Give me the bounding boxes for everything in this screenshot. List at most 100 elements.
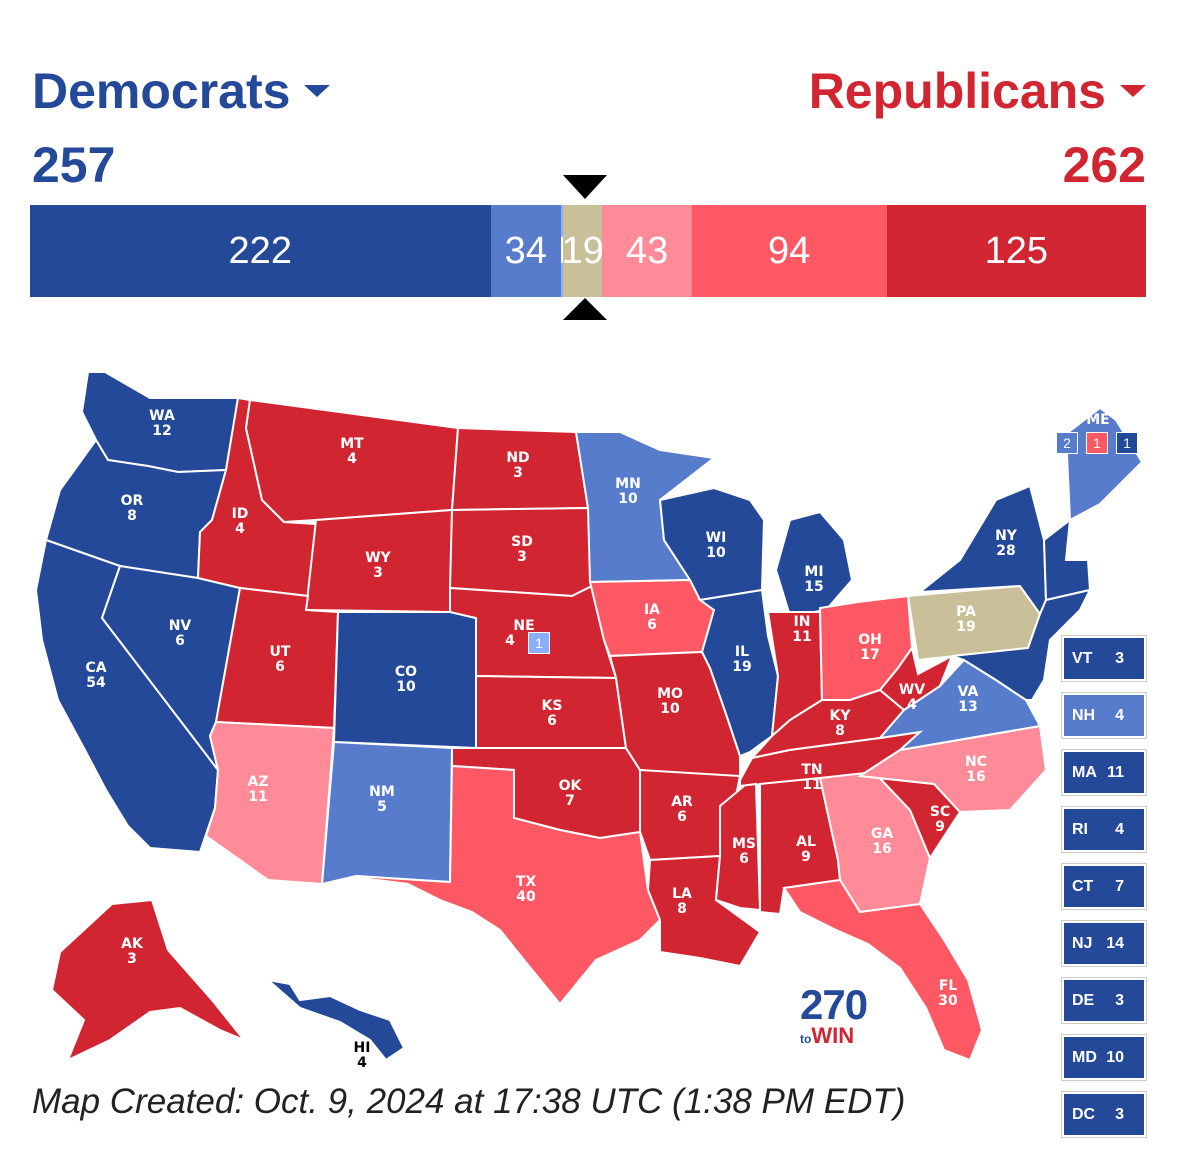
small-state-abbr: MA — [1072, 763, 1097, 781]
state-label-az-abbr: AZ — [248, 774, 269, 790]
state-label-nc-abbr: NC — [965, 754, 987, 770]
state-label-nm-abbr: NM — [369, 784, 395, 800]
chevron-down-icon — [1120, 85, 1146, 97]
state-az[interactable] — [204, 720, 336, 886]
state-label-wy-ev: 3 — [373, 565, 383, 581]
state-label-ms-ev: 6 — [739, 851, 749, 867]
small-state-abbr: DE — [1072, 991, 1095, 1009]
small-state-ri[interactable]: RI 4 — [1062, 807, 1146, 852]
small-state-ev: 10 — [1106, 1048, 1124, 1066]
state-label-va-abbr: VA — [958, 684, 979, 700]
hourglass-top-icon — [563, 175, 607, 199]
small-state-dc[interactable]: DC 3 — [1062, 1092, 1146, 1137]
state-label-wi-abbr: WI — [706, 530, 727, 546]
state-label-id-ev: 4 — [235, 521, 245, 537]
state-east[interactable] — [951, 588, 1092, 701]
small-state-ev: 3 — [1115, 991, 1124, 1009]
bar-segment-lean-r: 43 — [602, 205, 692, 297]
state-label-al-ev: 9 — [801, 849, 811, 865]
state-label-ut-ev: 6 — [275, 659, 285, 675]
state-tx[interactable] — [355, 764, 662, 1006]
state-nc[interactable] — [857, 724, 1048, 814]
state-ak[interactable] — [50, 898, 245, 1063]
maine-district-3[interactable]: 1 — [1116, 432, 1138, 454]
state-label-mo-abbr: MO — [657, 686, 683, 702]
maine-district-1[interactable]: 2 — [1056, 432, 1078, 454]
state-label-mi-abbr: MI — [804, 564, 823, 580]
state-label-wv-abbr: WV — [899, 682, 925, 698]
state-il[interactable] — [697, 588, 780, 758]
state-label-ks-ev: 6 — [547, 713, 557, 729]
state-label-me: ME — [1086, 412, 1110, 428]
state-label-ca-abbr: CA — [85, 660, 106, 676]
state-label-ak-abbr: AK — [121, 936, 144, 952]
bar-segment-safe-r: 125 — [886, 205, 1146, 297]
state-label-nv-abbr: NV — [169, 618, 192, 634]
small-state-nj[interactable]: NJ 14 — [1062, 921, 1146, 966]
state-label-nd-abbr: ND — [506, 450, 529, 466]
small-state-de[interactable]: DE 3 — [1062, 978, 1146, 1023]
state-label-sd-ev: 3 — [517, 549, 527, 565]
state-mi[interactable] — [774, 510, 854, 618]
electoral-vote-bar: 222341194394125 — [30, 205, 1146, 297]
republicans-label: Republicans — [808, 63, 1106, 119]
state-label-hi-abbr: HI — [354, 1040, 371, 1056]
state-label-ms-abbr: MS — [732, 836, 756, 852]
state-label-wa-ev: 12 — [152, 423, 171, 439]
state-label-co-ev: 10 — [396, 679, 416, 695]
small-state-vt[interactable]: VT 3 — [1062, 636, 1146, 681]
state-label-ga-abbr: GA — [871, 826, 893, 842]
state-label-ak-ev: 3 — [127, 951, 137, 967]
bar-segment-tossup: 19 — [563, 205, 603, 297]
state-label-tx-ev: 40 — [516, 889, 536, 905]
small-state-abbr: CT — [1072, 877, 1094, 895]
state-label-id-abbr: ID — [232, 506, 249, 522]
state-ne-ne[interactable] — [1042, 517, 1092, 602]
state-fl[interactable] — [782, 878, 984, 1062]
state-nm[interactable] — [320, 740, 454, 886]
state-hi[interactable] — [264, 978, 406, 1062]
small-state-ma[interactable]: MA 11 — [1062, 750, 1146, 795]
democrats-total: 257 — [32, 137, 116, 193]
state-label-ut-abbr: UT — [270, 644, 291, 660]
270towin-logo: 270 toWIN — [800, 981, 868, 1048]
state-label-ny-abbr: NY — [995, 528, 1018, 544]
republicans-dropdown[interactable]: Republicans — [809, 62, 1146, 120]
nebraska-district-box[interactable]: 1 — [528, 632, 550, 654]
bar-segment-safe-d: 222 — [30, 205, 491, 297]
small-state-abbr: NJ — [1072, 934, 1093, 952]
state-label-in-abbr: IN — [794, 614, 811, 630]
state-label-oh-ev: 17 — [860, 647, 879, 663]
state-label-al-abbr: AL — [796, 834, 816, 850]
small-state-ev: 3 — [1115, 1105, 1124, 1123]
state-label-ne-ev: 4 — [505, 633, 515, 649]
democrats-dropdown[interactable]: Democrats — [32, 62, 331, 120]
state-label-sc-abbr: SC — [930, 804, 950, 820]
state-label-sd-abbr: SD — [511, 534, 533, 550]
small-state-ct[interactable]: CT 7 — [1062, 864, 1146, 909]
state-label-il-ev: 19 — [732, 659, 751, 675]
map-created-caption: Map Created: Oct. 9, 2024 at 17:38 UTC (… — [32, 1082, 906, 1121]
state-wv[interactable] — [878, 645, 954, 712]
small-state-abbr: MD — [1072, 1048, 1097, 1066]
state-label-ky-ev: 8 — [835, 723, 845, 739]
small-state-md[interactable]: MD 10 — [1062, 1035, 1146, 1080]
state-label-az-ev: 11 — [248, 789, 267, 805]
state-label-ia-ev: 6 — [647, 617, 657, 633]
state-label-or-abbr: OR — [121, 493, 144, 509]
republicans-total: 262 — [1062, 137, 1146, 193]
state-label-il-abbr: IL — [735, 644, 749, 660]
maine-district-2[interactable]: 1 — [1086, 432, 1108, 454]
state-label-nc-ev: 16 — [966, 769, 985, 785]
state-label-wi-ev: 10 — [706, 545, 726, 561]
state-label-nv-ev: 6 — [175, 633, 185, 649]
state-label-mt-abbr: MT — [340, 436, 364, 452]
state-label-ok-abbr: OK — [559, 778, 583, 794]
state-label-ky-abbr: KY — [830, 708, 852, 724]
state-label-in-ev: 11 — [792, 629, 811, 645]
state-label-ar-abbr: AR — [671, 794, 693, 810]
bar-segment-likely-d: 34 — [490, 205, 562, 297]
small-state-nh[interactable]: NH 4 — [1062, 693, 1146, 738]
state-label-ia-abbr: IA — [644, 602, 660, 618]
